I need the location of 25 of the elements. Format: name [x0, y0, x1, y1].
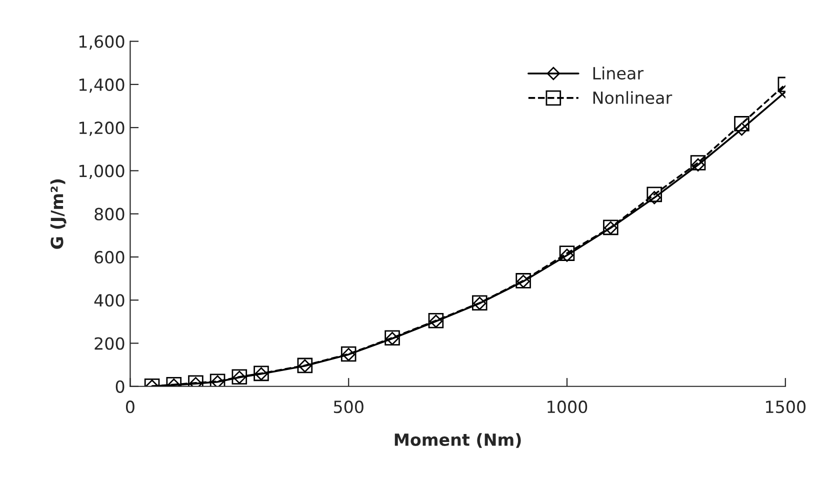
legend-label: Nonlinear: [593, 91, 672, 104]
x-tick-label: 1500: [766, 400, 806, 414]
point: [734, 116, 750, 132]
y-axis-title: G (J/m²): [50, 179, 66, 249]
point: [735, 122, 748, 136]
y-tick-label: 0: [116, 380, 124, 393]
y-tick-label: 200: [94, 337, 124, 350]
point: [690, 155, 706, 170]
point: [648, 191, 661, 204]
y-tick-label: 800: [94, 208, 124, 220]
point: [691, 158, 705, 172]
x-tick-label: 1000: [548, 400, 588, 414]
x-tick-label: 0: [126, 400, 134, 414]
point: [646, 186, 662, 202]
legend-label: Linear: [593, 66, 644, 80]
y-tick-label: 1,200: [79, 122, 124, 136]
y-tick-label: 400: [94, 294, 124, 307]
y-tick-label: 600: [94, 250, 124, 264]
point: [559, 246, 575, 261]
y-tick-label: 1,400: [79, 78, 124, 93]
y-tick-label: 1,000: [79, 164, 124, 179]
point: [560, 248, 574, 262]
y-tick-label: 1,600: [79, 35, 124, 50]
x-tick-label: 500: [334, 400, 364, 414]
x-axis-title: Moment (Nm): [394, 433, 521, 448]
